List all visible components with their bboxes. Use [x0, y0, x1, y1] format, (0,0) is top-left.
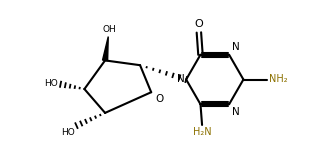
Text: N: N — [232, 107, 240, 118]
Text: HO: HO — [44, 79, 58, 88]
Text: N: N — [177, 74, 185, 83]
Text: N: N — [232, 42, 239, 52]
Polygon shape — [103, 37, 108, 61]
Text: HO: HO — [61, 128, 75, 137]
Text: O: O — [195, 19, 203, 29]
Text: OH: OH — [103, 25, 117, 34]
Text: NH₂: NH₂ — [269, 75, 288, 84]
Text: O: O — [155, 94, 164, 104]
Text: H₂N: H₂N — [193, 128, 212, 138]
